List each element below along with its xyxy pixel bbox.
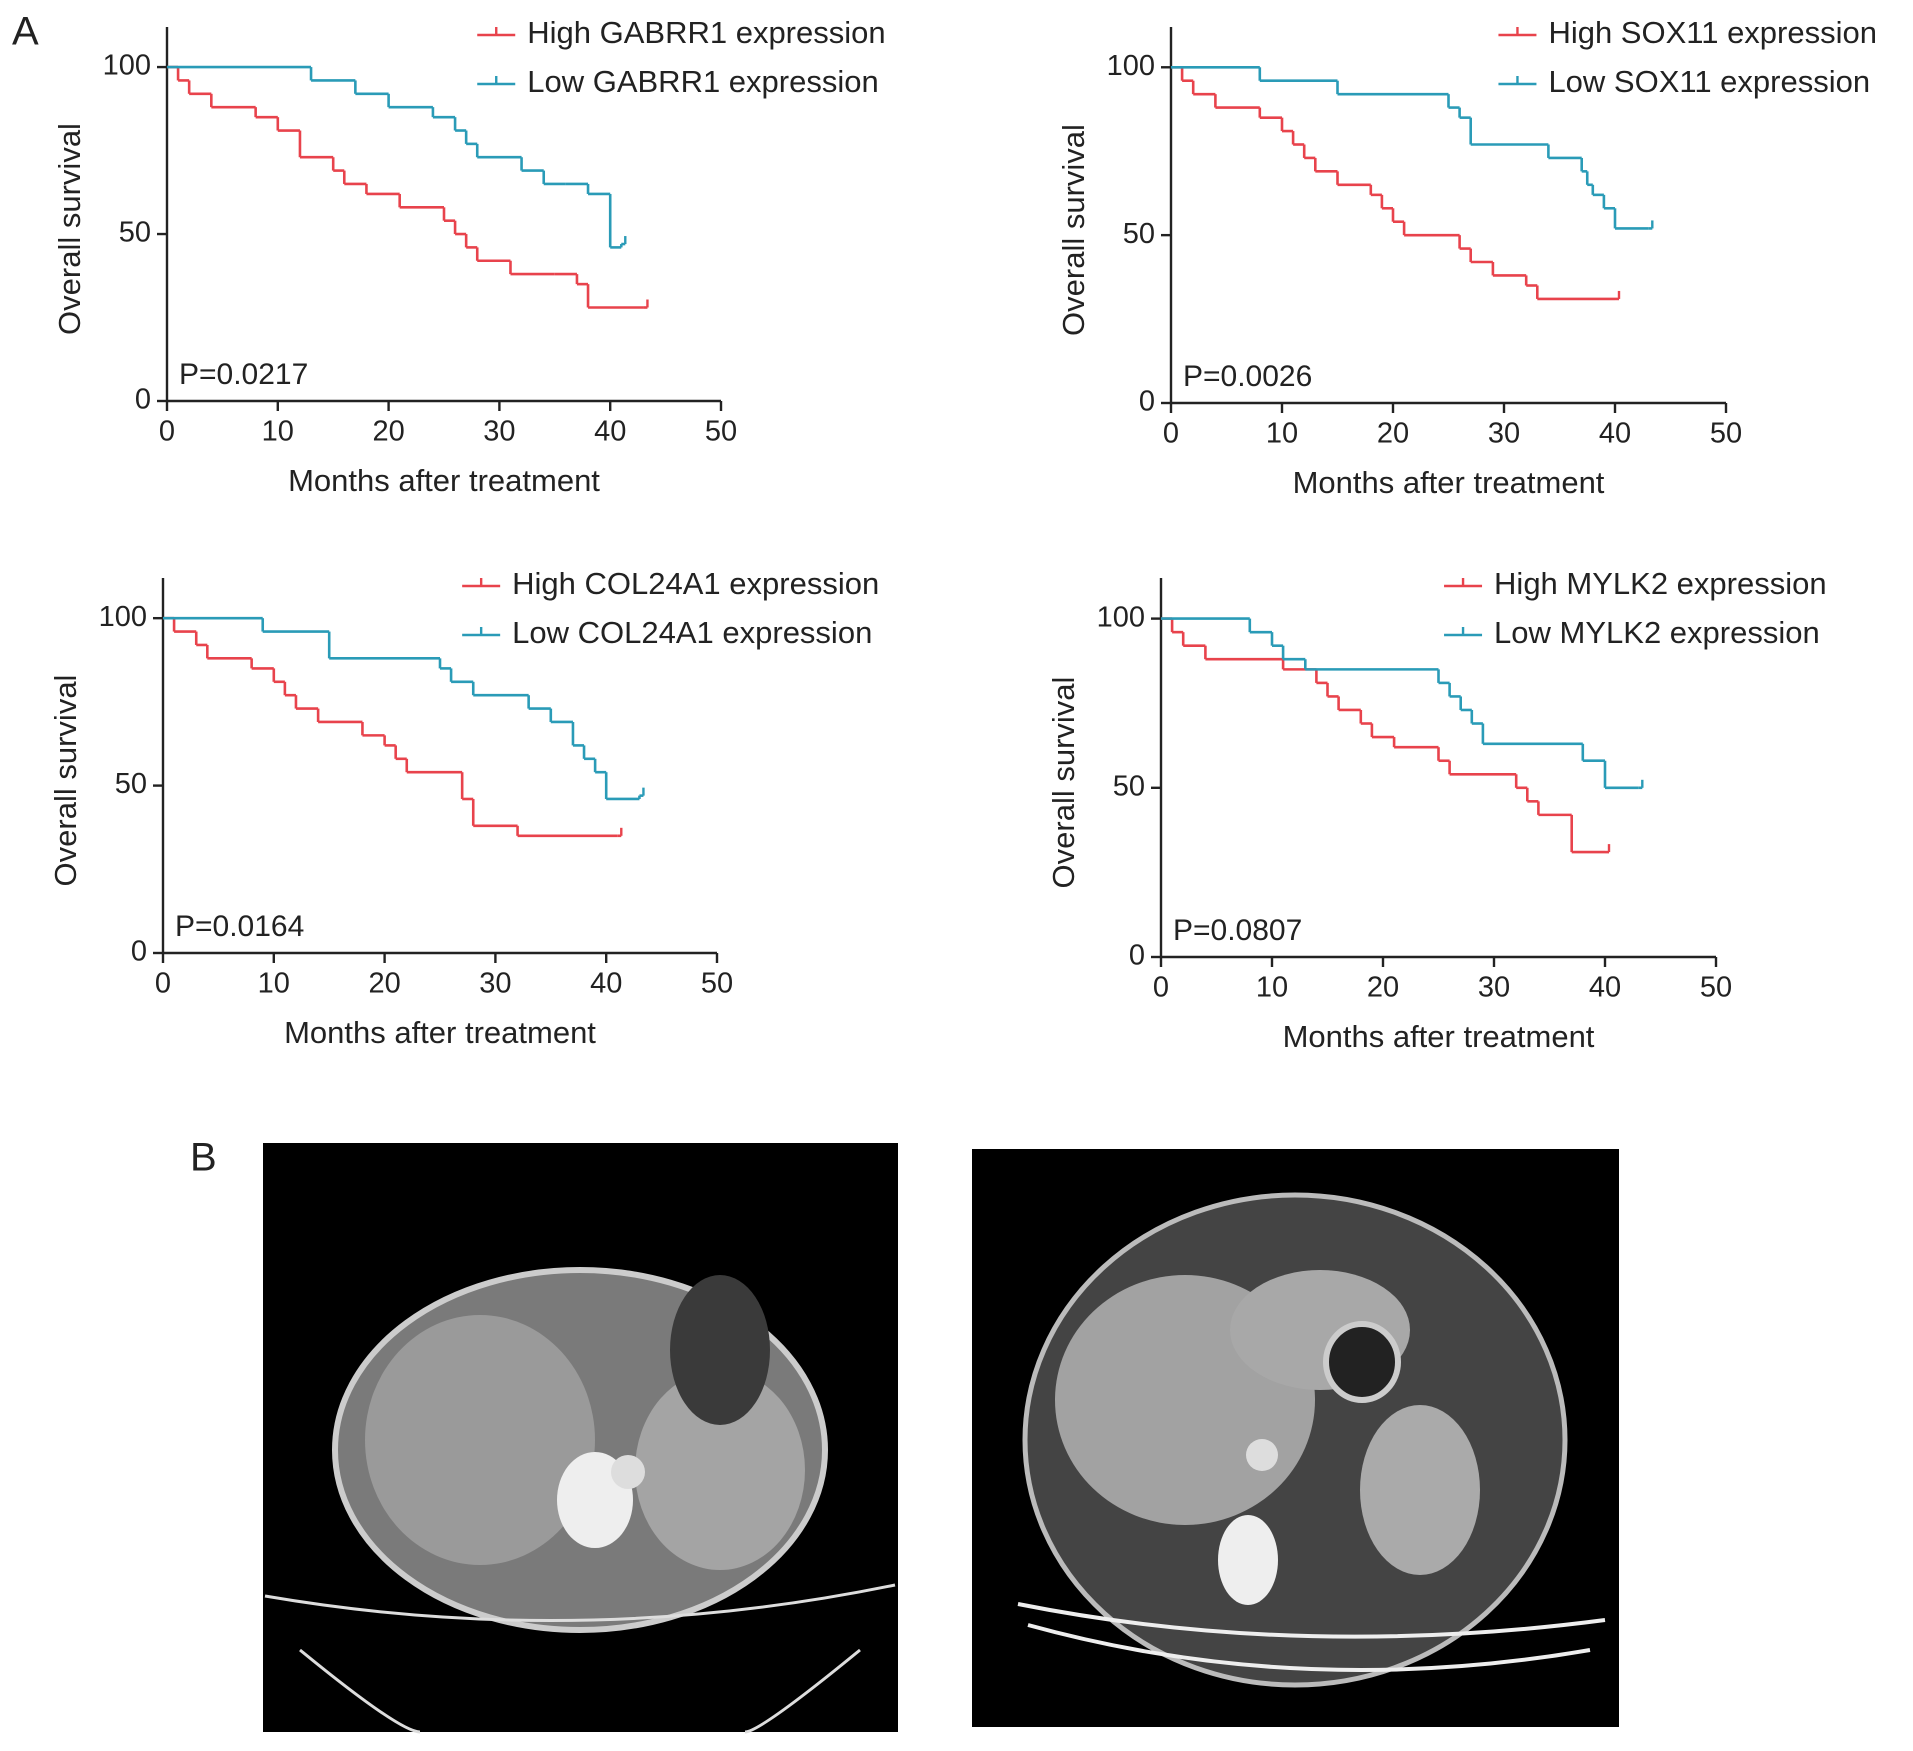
y-tick-label: 50 (1123, 218, 1155, 250)
x-tick-label: 20 (368, 968, 400, 1000)
y-axis-label: Overall survival (48, 675, 83, 887)
y-tick-label: 100 (1097, 601, 1145, 633)
panel-label: A (12, 10, 39, 54)
x-tick-label: 50 (701, 968, 733, 1000)
x-tick-label: 10 (258, 968, 290, 1000)
x-tick-label: 30 (479, 968, 511, 1000)
x-tick-label: 40 (1599, 418, 1631, 450)
y-tick-label: 100 (103, 50, 151, 82)
x-tick-label: 0 (155, 968, 171, 1000)
x-tick-label: 10 (1256, 972, 1288, 1004)
y-tick-label: 50 (1113, 770, 1145, 802)
y-tick-label: 50 (119, 217, 151, 249)
ct-image (263, 1143, 898, 1734)
x-axis-label: Months after treatment (284, 1015, 596, 1050)
x-tick-label: 50 (1700, 972, 1732, 1004)
p-value: P=0.0026 (1183, 360, 1312, 393)
legend-label: Low GABRR1 expression (527, 64, 879, 99)
legend-label: Low SOX11 expression (1548, 64, 1870, 99)
ct-image (972, 1149, 1619, 1727)
x-tick-label: 30 (1478, 972, 1510, 1004)
legend-label: High COL24A1 expression (512, 566, 879, 601)
legend-label: High MYLK2 expression (1494, 566, 1827, 601)
x-tick-label: 50 (705, 416, 737, 448)
x-axis-label: Months after treatment (1293, 465, 1605, 500)
x-axis-label: Months after treatment (288, 463, 600, 498)
x-tick-label: 0 (159, 416, 175, 448)
legend-label: High GABRR1 expression (527, 15, 885, 50)
y-tick-label: 0 (135, 384, 151, 416)
x-axis-label: Months after treatment (1283, 1019, 1595, 1054)
x-tick-label: 10 (1266, 418, 1298, 450)
y-axis-label: Overall survival (1046, 677, 1081, 889)
panel-label: B (190, 1136, 217, 1180)
p-value: P=0.0217 (179, 358, 308, 391)
legend-label: High SOX11 expression (1548, 15, 1877, 50)
x-tick-label: 40 (594, 416, 626, 448)
y-tick-label: 100 (1107, 50, 1155, 82)
x-tick-label: 10 (262, 416, 294, 448)
y-axis-label: Overall survival (1056, 124, 1091, 336)
x-tick-label: 20 (1377, 418, 1409, 450)
x-tick-label: 20 (372, 416, 404, 448)
x-tick-label: 30 (1488, 418, 1520, 450)
x-tick-label: 50 (1710, 418, 1742, 450)
y-tick-label: 0 (1129, 940, 1145, 972)
y-tick-label: 0 (131, 936, 147, 968)
legend-label: Low COL24A1 expression (512, 615, 872, 650)
y-tick-label: 0 (1139, 386, 1155, 418)
y-axis-label: Overall survival (52, 123, 87, 335)
x-tick-label: 40 (590, 968, 622, 1000)
p-value: P=0.0164 (175, 910, 304, 943)
x-tick-label: 30 (483, 416, 515, 448)
x-tick-label: 40 (1589, 972, 1621, 1004)
x-tick-label: 0 (1153, 972, 1169, 1004)
p-value: P=0.0807 (1173, 914, 1302, 947)
y-tick-label: 50 (115, 768, 147, 800)
y-tick-label: 100 (99, 601, 147, 633)
x-tick-label: 0 (1163, 418, 1179, 450)
legend-label: Low MYLK2 expression (1494, 615, 1820, 650)
x-tick-label: 20 (1367, 972, 1399, 1004)
